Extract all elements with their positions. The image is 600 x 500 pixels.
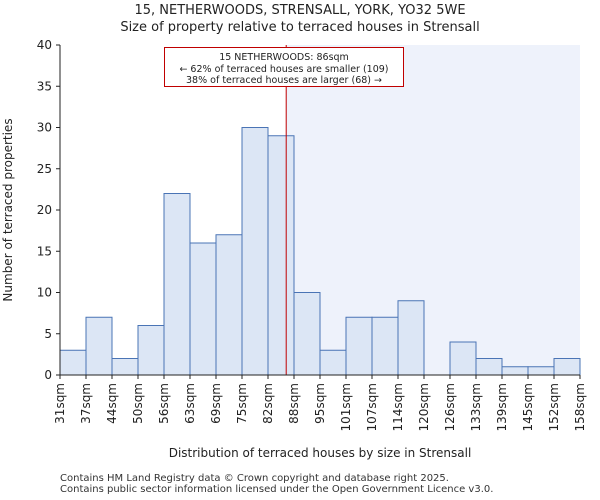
x-tick-label: 75sqm	[235, 383, 249, 424]
histogram-bar	[449, 341, 477, 376]
y-tick-label: 35	[37, 79, 52, 93]
footer-licence: Contains public sector information licen…	[60, 484, 494, 495]
footer-copyright: Contains HM Land Registry data © Crown c…	[60, 473, 449, 484]
y-tick-label: 0	[44, 368, 52, 382]
histogram-bar	[345, 316, 373, 376]
x-tick-label: 37sqm	[79, 383, 93, 424]
histogram-bar	[293, 292, 321, 376]
x-tick-label: 126sqm	[443, 383, 457, 431]
histogram-bar	[553, 358, 581, 376]
histogram-bar	[475, 358, 503, 376]
histogram-bar	[397, 300, 425, 376]
y-tick-label: 5	[44, 327, 52, 341]
histogram-bar	[59, 349, 87, 376]
histogram-bar	[527, 366, 555, 376]
histogram-bar	[85, 316, 113, 376]
chart-title: 15, NETHERWOODS, STRENSALL, YORK, YO32 5…	[134, 3, 466, 18]
y-tick-label: 10	[37, 286, 52, 300]
y-tick-label: 30	[37, 121, 52, 135]
histogram-bar	[163, 193, 191, 376]
annotation-line-2: ← 62% of terraced houses are smaller (10…	[179, 63, 389, 75]
x-tick-label: 56sqm	[157, 383, 171, 424]
x-tick-label: 69sqm	[209, 383, 223, 424]
histogram-bar	[501, 366, 529, 376]
x-tick-label: 44sqm	[105, 383, 119, 424]
x-tick-label: 139sqm	[495, 383, 509, 431]
y-tick-label: 15	[37, 244, 52, 258]
histogram-bar	[267, 135, 295, 376]
histogram-bar	[137, 325, 165, 376]
x-tick-label: 88sqm	[287, 383, 301, 424]
x-tick-label: 50sqm	[131, 383, 145, 424]
larger-region-shade	[286, 45, 580, 375]
x-tick-label: 120sqm	[417, 383, 431, 431]
chart-subtitle: Size of property relative to terraced ho…	[120, 20, 480, 35]
histogram-bar	[319, 349, 347, 376]
y-tick-label: 25	[37, 162, 52, 176]
x-axis-label: Distribution of terraced houses by size …	[169, 446, 472, 460]
y-tick-label: 20	[37, 203, 52, 217]
x-tick-label: 133sqm	[469, 383, 483, 431]
annotation-line-1: 15 NETHERWOODS: 86sqm	[219, 52, 349, 63]
histogram-bar	[111, 358, 139, 376]
x-tick-label: 152sqm	[547, 383, 561, 431]
x-tick-label: 31sqm	[53, 383, 67, 424]
x-tick-label: 107sqm	[365, 383, 379, 431]
y-tick-label: 40	[37, 38, 52, 52]
y-axis-label: Number of terraced properties	[1, 118, 15, 301]
x-tick-label: 114sqm	[391, 383, 405, 431]
histogram-bar	[215, 234, 243, 376]
x-tick-label: 82sqm	[261, 383, 275, 424]
x-tick-label: 158sqm	[573, 383, 587, 431]
x-tick-label: 145sqm	[521, 383, 535, 431]
x-tick-label: 101sqm	[339, 383, 353, 431]
x-tick-label: 63sqm	[183, 383, 197, 424]
x-tick-label: 95sqm	[313, 383, 327, 424]
property-annotation-box: 15 NETHERWOODS: 86sqm ← 62% of terraced …	[164, 47, 404, 87]
histogram-bar	[241, 127, 269, 376]
histogram-bar	[189, 242, 217, 376]
annotation-line-3: 38% of terraced houses are larger (68) →	[186, 75, 382, 86]
histogram-bar	[371, 316, 399, 376]
